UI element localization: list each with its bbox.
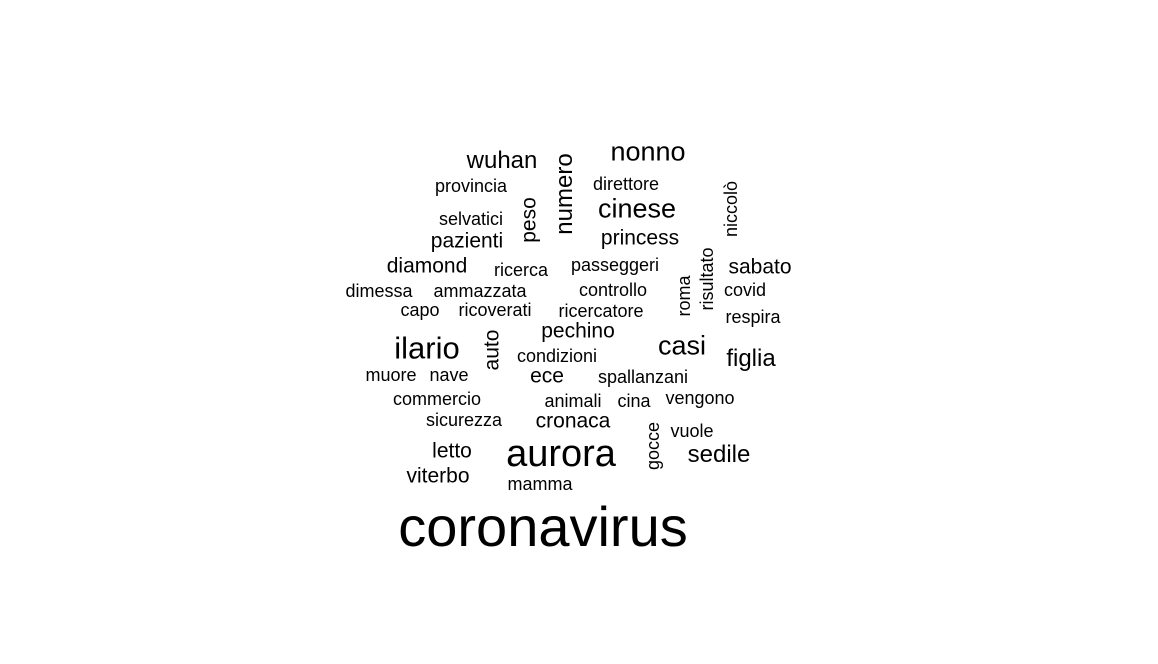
word-selvatici: selvatici xyxy=(438,209,504,229)
word-condizioni: condizioni xyxy=(516,346,598,366)
word-spallanzani: spallanzani xyxy=(597,367,689,387)
word-viterbo: viterbo xyxy=(406,464,470,488)
word-controllo: controllo xyxy=(578,280,648,300)
word-cronaca: cronaca xyxy=(535,409,611,433)
word-passeggeri: passeggeri xyxy=(570,255,660,275)
word-peso: peso xyxy=(517,197,541,243)
word-ricerca: ricerca xyxy=(493,260,549,280)
word-capo: capo xyxy=(400,300,440,320)
word-ilario: ilario xyxy=(394,330,460,366)
word-vuole: vuole xyxy=(670,421,714,441)
word-roma: roma xyxy=(674,275,694,317)
word-auto: auto xyxy=(480,329,504,371)
word-ricercatore: ricercatore xyxy=(558,301,644,321)
word-risultato: risultato xyxy=(697,247,717,311)
word-princess: princess xyxy=(600,226,680,250)
word-coronavirus: coronavirus xyxy=(398,495,688,558)
word-respira: respira xyxy=(725,307,781,327)
word-cinese: cinese xyxy=(597,193,677,224)
word-nonno: nonno xyxy=(610,136,686,167)
word-dimessa: dimessa xyxy=(345,281,413,301)
word-ece: ece xyxy=(530,364,564,388)
word-animali: animali xyxy=(544,391,602,411)
word-aurora: aurora xyxy=(506,433,616,475)
word-ricoverati: ricoverati xyxy=(458,300,532,320)
word-ammazzata: ammazzata xyxy=(433,281,527,301)
word-nave: nave xyxy=(429,365,469,385)
word-gocce: gocce xyxy=(643,421,663,471)
word-sedile: sedile xyxy=(687,441,751,468)
word-wuhan: wuhan xyxy=(466,147,538,174)
word-numero: numero xyxy=(551,153,578,235)
word-mamma: mamma xyxy=(507,474,573,494)
word-cina: cina xyxy=(617,391,651,411)
word-letto: letto xyxy=(432,439,472,463)
word-direttore: direttore xyxy=(592,174,660,194)
word-niccol-: niccolò xyxy=(721,180,741,238)
word-provincia: provincia xyxy=(434,176,508,196)
word-sabato: sabato xyxy=(728,255,792,279)
word-figlia: figlia xyxy=(726,345,776,372)
word-covid: covid xyxy=(723,280,767,300)
word-sicurezza: sicurezza xyxy=(425,410,503,430)
word-commercio: commercio xyxy=(392,389,482,409)
word-diamond: diamond xyxy=(386,254,468,278)
word-muore: muore xyxy=(365,365,417,385)
word-vengono: vengono xyxy=(665,388,735,408)
word-pazienti: pazienti xyxy=(430,229,504,253)
word-pechino: pechino xyxy=(541,319,615,343)
word-casi: casi xyxy=(657,330,707,361)
